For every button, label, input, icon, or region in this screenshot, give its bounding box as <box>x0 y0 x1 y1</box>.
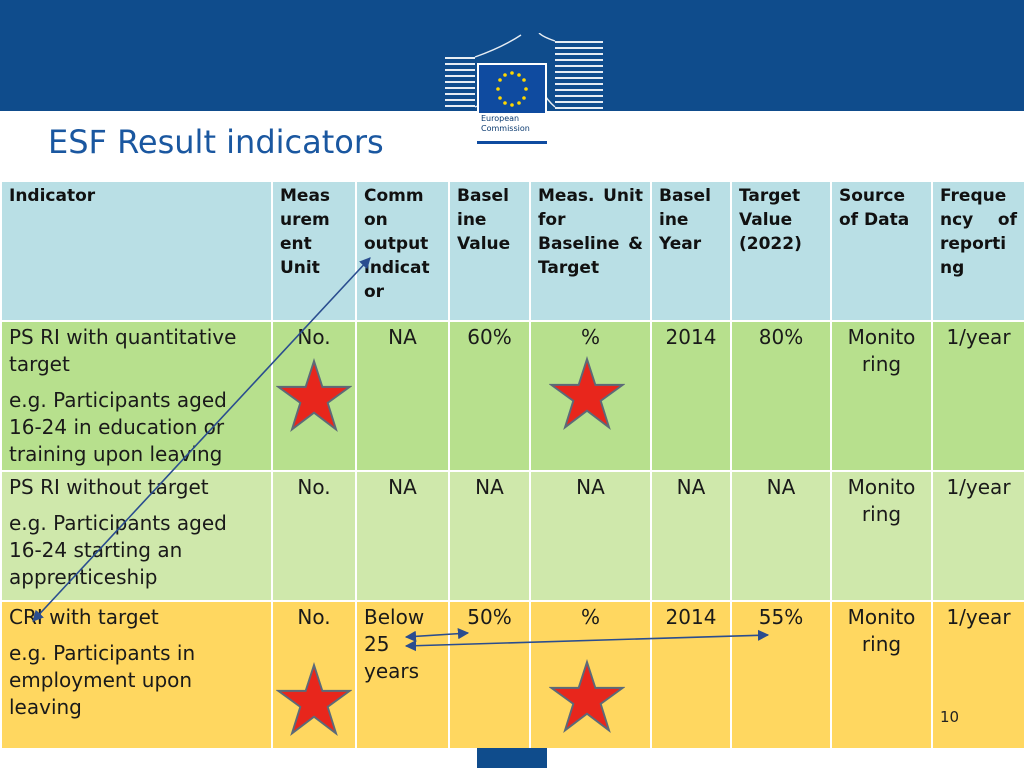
source-cell: Monito ring <box>830 600 933 750</box>
col-header-baseline-value: Basel ine Value <box>448 180 531 322</box>
star-icon <box>276 358 352 432</box>
common-output-text: Below 25 years <box>364 605 425 683</box>
col-header-baseline-year: Basel ine Year <box>650 180 732 322</box>
indicator-cell: CRI with target e.g. Participants in emp… <box>0 600 273 750</box>
star-icon <box>549 356 625 430</box>
common-output-cell: NA <box>355 470 450 602</box>
frequency-cell: 1/year <box>931 320 1024 472</box>
page-title: ESF Result indicators <box>48 123 384 161</box>
star-icon <box>549 659 625 733</box>
frequency-cell: 1/year <box>931 600 1024 750</box>
baseline-year-cell: 2014 <box>650 600 732 750</box>
logo-caption: European Commission <box>481 114 530 133</box>
col-header-indicator: Indicator <box>0 180 273 322</box>
table-header-row: Indicator Meas urem ent Unit Comm on out… <box>0 180 1024 322</box>
col-header-measurement-unit: Meas urem ent Unit <box>271 180 357 322</box>
meas-unit-cell: NA <box>529 470 652 602</box>
baseline-year-cell: 2014 <box>650 320 732 472</box>
indicator-cell: PS RI with quantitative target e.g. Part… <box>0 320 273 472</box>
col-header-target-value: Target Value (2022) <box>730 180 832 322</box>
indicator-example: e.g. Participants aged 16-24 in educatio… <box>9 388 227 466</box>
bottom-flag-strip <box>477 748 547 768</box>
indicator-name: PS RI without target <box>9 475 209 499</box>
col-header-meas-unit: Meas. Unit for Baseline & Target <box>529 180 652 322</box>
target-value-cell: 80% <box>730 320 832 472</box>
table-row: PS RI without target e.g. Participants a… <box>0 470 1024 602</box>
indicator-name: PS RI with quantitative target <box>9 325 237 376</box>
star-icon <box>276 662 352 736</box>
baseline-value-cell: 50% <box>448 600 531 750</box>
indicators-table: Indicator Meas urem ent Unit Comm on out… <box>0 180 1024 750</box>
target-value-cell: 55% <box>730 600 832 750</box>
col-header-source: Source of Data <box>830 180 933 322</box>
source-cell: Monito ring <box>830 320 933 472</box>
unit-cell: No. <box>271 470 357 602</box>
indicator-example: e.g. Participants aged 16-24 starting an… <box>9 511 227 589</box>
indicator-name: CRI with target <box>9 605 159 629</box>
table-row: PS RI with quantitative target e.g. Part… <box>0 320 1024 472</box>
target-value-cell: NA <box>730 470 832 602</box>
source-cell: Monito ring <box>830 470 933 602</box>
baseline-value-cell: 60% <box>448 320 531 472</box>
col-header-frequency: Freque ncy of reporti ng <box>931 180 1024 322</box>
baseline-value-cell: NA <box>448 470 531 602</box>
european-commission-logo <box>445 33 603 145</box>
frequency-cell: 1/year <box>931 470 1024 602</box>
baseline-year-cell: NA <box>650 470 732 602</box>
common-output-cell: Below 25 years <box>355 600 450 750</box>
col-header-common-output: Comm on output indicat or <box>355 180 450 322</box>
indicator-example: e.g. Participants in employment upon lea… <box>9 641 196 719</box>
indicator-cell: PS RI without target e.g. Participants a… <box>0 470 273 602</box>
common-output-cell: NA <box>355 320 450 472</box>
table-row: CRI with target e.g. Participants in emp… <box>0 600 1024 750</box>
page-number: 10 <box>940 708 960 726</box>
